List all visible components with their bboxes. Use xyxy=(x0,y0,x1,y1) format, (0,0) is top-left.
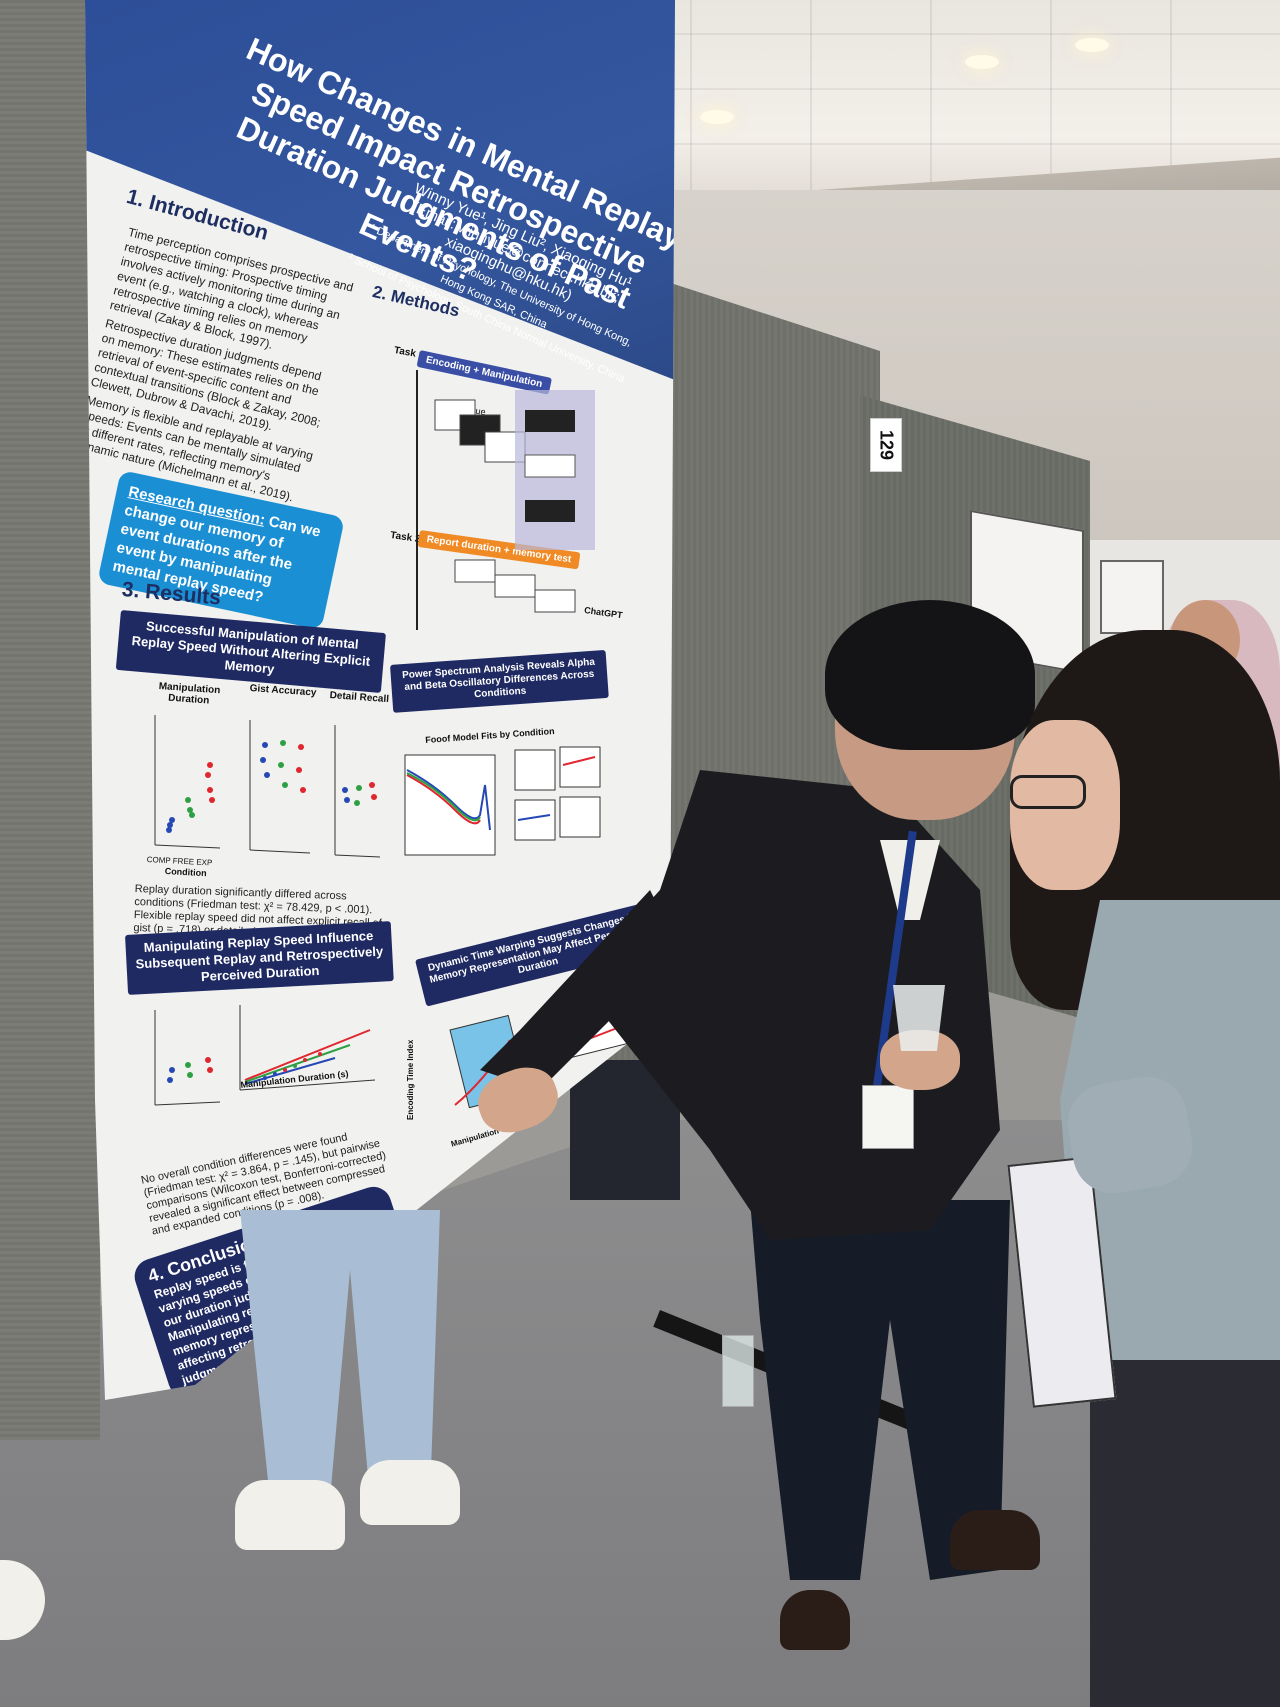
booth-number: 129 xyxy=(870,418,902,472)
presenter-shoe xyxy=(950,1510,1040,1570)
dtw-y-label: Encoding Time Index xyxy=(406,1039,415,1120)
fooof-title: Fooof Model Fits by Condition xyxy=(425,725,555,745)
screen-frame xyxy=(534,589,576,613)
ceiling-light xyxy=(700,110,734,124)
presenter-shoe xyxy=(780,1590,850,1650)
name-badge xyxy=(862,1085,914,1149)
dot-plot-gist xyxy=(249,720,311,854)
methods-diagram xyxy=(416,370,595,630)
ceiling-light xyxy=(1075,38,1109,52)
presenter-hair xyxy=(825,600,1035,750)
replay-screen xyxy=(525,410,575,432)
results-banner-2: Manipulating Replay Speed Influence Subs… xyxy=(125,921,394,995)
far-poster xyxy=(1100,560,1164,634)
power-spectrum-chart xyxy=(404,746,601,856)
panel-title: Detail Recall xyxy=(329,690,390,706)
research-question-box: Research question: Can we change our mem… xyxy=(97,470,345,631)
x-axis-title: Condition xyxy=(164,866,207,879)
intro-body: Time perception comprises prospective an… xyxy=(85,225,358,508)
dot-plot-manipulation xyxy=(154,715,221,849)
reported-duration-plots xyxy=(154,1005,376,1106)
dot-plots xyxy=(154,715,381,858)
panel-title: Manipulation Duration xyxy=(158,680,221,707)
visitor-face xyxy=(1010,720,1120,890)
replay-screen xyxy=(525,500,575,522)
screen-frame xyxy=(494,574,536,598)
white-sneaker xyxy=(235,1480,345,1550)
left-board-panel xyxy=(0,0,100,1440)
replay-screen xyxy=(524,454,576,478)
visitor-glasses xyxy=(1010,775,1086,809)
white-sneaker xyxy=(360,1460,460,1525)
dot-plot-detail xyxy=(334,725,381,858)
plastic-cup xyxy=(893,985,945,1051)
water-glass xyxy=(722,1335,754,1407)
screen-frame xyxy=(454,559,496,583)
ceiling-light xyxy=(965,55,999,69)
visitor-pants xyxy=(1090,1330,1280,1707)
